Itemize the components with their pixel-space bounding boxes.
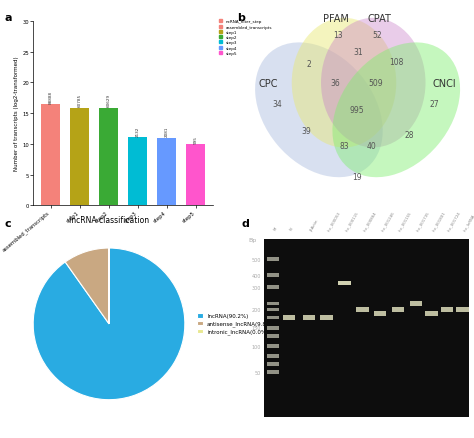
Text: M: M [273, 226, 278, 231]
FancyBboxPatch shape [425, 311, 438, 316]
Text: 108: 108 [389, 58, 403, 67]
Text: 100: 100 [252, 344, 261, 349]
Legend: ncRNA_filter_step, assembled_transcripts, step1, step2, step3, step4, step5: ncRNA_filter_step, assembled_transcripts… [219, 20, 272, 56]
Text: 2081: 2081 [164, 127, 169, 137]
FancyBboxPatch shape [283, 316, 295, 320]
Text: a: a [5, 13, 12, 23]
Bar [157, 138, 176, 206]
FancyBboxPatch shape [267, 308, 280, 311]
FancyBboxPatch shape [267, 302, 280, 306]
Text: CPAT: CPAT [368, 14, 392, 24]
Text: 50: 50 [255, 370, 261, 375]
Text: lnc_001735: lnc_001735 [416, 210, 430, 231]
FancyBboxPatch shape [456, 307, 469, 312]
FancyBboxPatch shape [410, 301, 422, 306]
Text: lnc_000053: lnc_000053 [327, 210, 341, 231]
Text: 83: 83 [339, 141, 349, 151]
Text: 300: 300 [252, 286, 261, 290]
Text: d: d [242, 219, 250, 229]
Text: 19: 19 [352, 173, 361, 182]
FancyBboxPatch shape [267, 286, 280, 290]
Text: N: N [289, 227, 294, 231]
Text: 995: 995 [194, 136, 198, 144]
FancyBboxPatch shape [392, 307, 404, 312]
Legend: lncRNA(90.2%), antisense_lncRNA(9.8%), intronic_lncRNA(0.0%): lncRNA(90.2%), antisense_lncRNA(9.8%), i… [197, 314, 274, 335]
Text: lnc_001724: lnc_001724 [447, 210, 462, 231]
FancyBboxPatch shape [374, 311, 386, 316]
FancyBboxPatch shape [320, 316, 333, 320]
Text: 60785: 60785 [78, 94, 82, 107]
Ellipse shape [255, 43, 383, 178]
Text: lnc_lnRNA: lnc_lnRNA [463, 212, 474, 231]
Text: 500: 500 [252, 257, 261, 262]
Text: c: c [5, 219, 11, 229]
Text: 995: 995 [349, 106, 364, 115]
Bar [41, 105, 60, 206]
FancyBboxPatch shape [267, 258, 280, 261]
Text: Bp: Bp [249, 237, 257, 243]
FancyBboxPatch shape [267, 274, 280, 277]
Bar [100, 109, 118, 206]
Text: PFAM: PFAM [323, 14, 348, 24]
Bar [70, 109, 89, 206]
FancyBboxPatch shape [302, 316, 315, 320]
Bar [186, 145, 205, 206]
Text: 200: 200 [252, 307, 261, 312]
Text: lnc_000864: lnc_000864 [362, 210, 377, 231]
Text: lnc_001155: lnc_001155 [398, 210, 413, 231]
Ellipse shape [332, 43, 460, 178]
Text: 40: 40 [366, 141, 376, 151]
Text: lnc_001801: lnc_001801 [431, 210, 446, 231]
Text: 2132: 2132 [136, 127, 140, 137]
Text: 36: 36 [331, 79, 340, 88]
Wedge shape [65, 248, 109, 324]
FancyBboxPatch shape [267, 362, 280, 366]
FancyBboxPatch shape [441, 307, 453, 312]
Text: 88888: 88888 [49, 91, 53, 104]
Wedge shape [33, 248, 185, 400]
Text: 28: 28 [404, 131, 413, 140]
FancyBboxPatch shape [267, 371, 280, 374]
Ellipse shape [292, 19, 396, 148]
Text: b: b [237, 13, 245, 23]
Text: 2: 2 [306, 60, 311, 69]
Text: 39: 39 [301, 127, 311, 136]
FancyBboxPatch shape [267, 354, 280, 358]
Text: 27: 27 [429, 100, 439, 109]
Text: CPC: CPC [259, 78, 279, 88]
Text: β-Actin: β-Actin [309, 218, 319, 231]
Text: 13: 13 [333, 31, 343, 40]
Text: 400: 400 [252, 273, 261, 278]
FancyBboxPatch shape [267, 326, 280, 330]
Text: 52: 52 [373, 31, 382, 40]
Ellipse shape [321, 19, 426, 148]
Text: 34: 34 [272, 100, 282, 109]
Text: 60629: 60629 [107, 94, 111, 107]
FancyBboxPatch shape [264, 240, 469, 417]
FancyBboxPatch shape [267, 344, 280, 348]
Text: lnc_000115: lnc_000115 [345, 210, 359, 231]
Y-axis label: Number of transcripts (log2-transformed): Number of transcripts (log2-transformed) [15, 57, 19, 171]
FancyBboxPatch shape [356, 307, 369, 312]
FancyBboxPatch shape [338, 281, 351, 286]
Text: 509: 509 [368, 79, 383, 88]
Text: 31: 31 [354, 48, 364, 57]
Title: lncRNA classification: lncRNA classification [69, 215, 149, 225]
Text: lnc_001246: lnc_001246 [380, 210, 395, 231]
Text: 150: 150 [252, 326, 261, 331]
FancyBboxPatch shape [267, 316, 280, 320]
Bar [128, 138, 147, 206]
Text: CNCl: CNCl [433, 78, 456, 88]
FancyBboxPatch shape [267, 334, 280, 338]
